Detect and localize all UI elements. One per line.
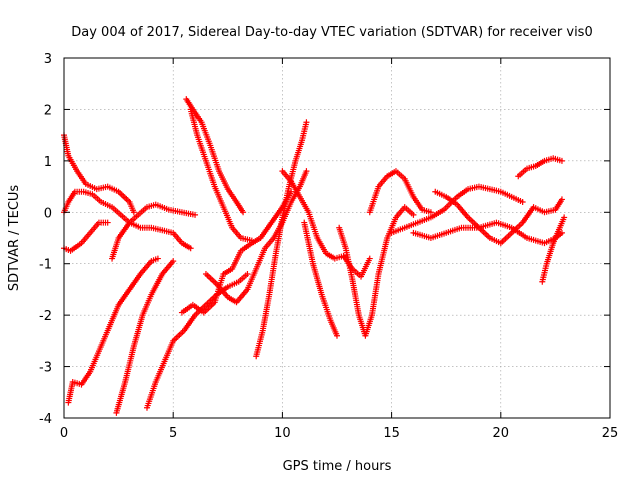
- series-trace-4: [109, 201, 199, 262]
- plus-markers: [109, 201, 199, 262]
- series-trace-9: [187, 106, 255, 244]
- series-trace-6: [113, 258, 177, 416]
- series-trace-7: [143, 271, 251, 411]
- x-tick-label: 15: [383, 426, 400, 441]
- plus-markers: [515, 155, 565, 180]
- plus-markers: [432, 188, 565, 247]
- plus-markers: [65, 255, 161, 406]
- series-trace-17: [388, 183, 526, 236]
- data-series: [61, 96, 568, 416]
- chart-title: Day 004 of 2017, Sidereal Day-to-day VTE…: [71, 25, 592, 40]
- series-trace-21: [539, 214, 568, 285]
- y-tick-label: -2: [39, 309, 52, 324]
- x-tick-label: 5: [169, 426, 177, 441]
- plus-markers: [539, 214, 568, 285]
- series-trace-20: [515, 155, 565, 180]
- plus-markers: [336, 204, 417, 339]
- series-trace-5: [65, 255, 161, 406]
- x-tick-label: 0: [60, 426, 68, 441]
- x-tick-label: 20: [493, 426, 510, 441]
- plot-frame: [63, 57, 611, 419]
- y-tick-label: -4: [39, 412, 52, 427]
- grid: [64, 58, 610, 418]
- series-trace-12: [253, 119, 310, 360]
- plus-markers: [410, 219, 565, 247]
- plus-markers: [388, 183, 526, 236]
- y-tick-label: -1: [39, 258, 52, 273]
- y-axis-label: SDTVAR / TECUs: [7, 185, 22, 292]
- plus-markers: [113, 258, 177, 416]
- plus-markers: [366, 168, 434, 216]
- series-trace-10: [178, 188, 295, 316]
- y-tick-label: 3: [44, 52, 52, 67]
- plus-markers: [279, 168, 373, 280]
- series-trace-14: [301, 219, 340, 339]
- plus-markers: [187, 106, 255, 244]
- series-trace-2: [61, 219, 111, 254]
- y-tick-label: 1: [44, 155, 52, 170]
- series-trace-18: [432, 188, 565, 247]
- y-tick-label: 0: [44, 206, 52, 221]
- x-axis-label: GPS time / hours: [283, 459, 392, 474]
- plus-markers: [143, 271, 251, 411]
- axes: 0 5 10 15 20 25 -4 -3 -2 -1 0 1 2 3: [39, 52, 618, 441]
- series-trace-13: [279, 168, 373, 280]
- plus-markers: [178, 188, 295, 316]
- y-tick-label: -3: [39, 361, 52, 376]
- series-trace-19: [410, 219, 565, 247]
- x-tick-label: 10: [274, 426, 291, 441]
- y-tick-label: 2: [44, 103, 52, 118]
- plus-markers: [253, 119, 310, 360]
- series-trace-15: [336, 204, 417, 339]
- plus-markers: [301, 219, 340, 339]
- x-tick-label: 25: [602, 426, 619, 441]
- series-trace-16: [366, 168, 434, 216]
- plus-markers: [61, 219, 111, 254]
